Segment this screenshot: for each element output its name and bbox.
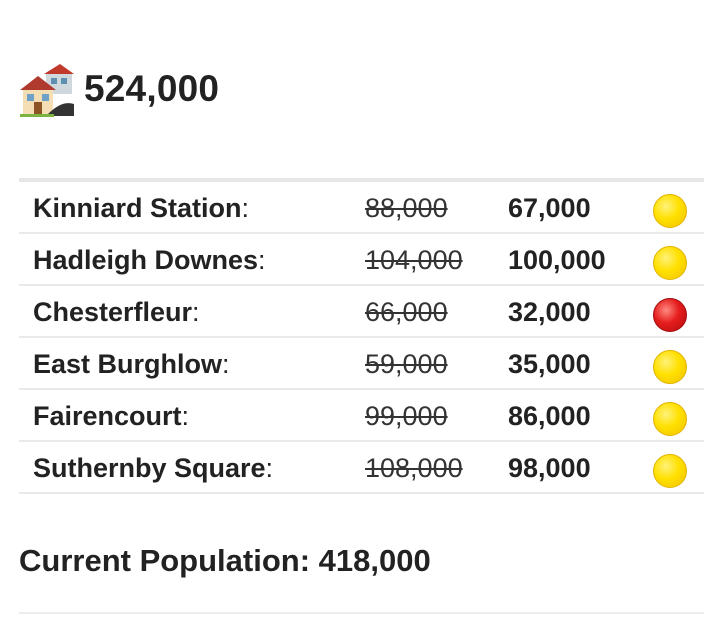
- total-population: 524,000: [84, 68, 220, 109]
- table-row: East Burghlow: 59,000 35,000: [19, 338, 704, 390]
- table-row: Kinniard Station: 88,000 67,000: [19, 182, 704, 234]
- current-population-summary: Current Population: 418,000: [19, 543, 431, 578]
- table-row: Suthernby Square: 108,000 98,000: [19, 442, 704, 494]
- current-population-value: 98,000: [508, 453, 591, 483]
- previous-population: 66,000: [365, 297, 448, 327]
- divider: [19, 612, 704, 614]
- current-population-value: 32,000: [508, 297, 591, 327]
- district-name: Hadleigh Downes:: [33, 245, 266, 275]
- table-row: Fairencourt: 99,000 86,000: [19, 390, 704, 442]
- previous-population: 88,000: [365, 193, 448, 223]
- district-name: Chesterfleur:: [33, 297, 200, 327]
- current-population-value: 100,000: [508, 245, 606, 275]
- district-name: Suthernby Square:: [33, 453, 274, 483]
- current-population-value: 35,000: [508, 349, 591, 379]
- yellow-circle-icon: [653, 194, 687, 228]
- district-name: East Burghlow:: [33, 349, 230, 379]
- current-population-value: 86,000: [508, 401, 591, 431]
- previous-population: 59,000: [365, 349, 448, 379]
- district-table: Kinniard Station: 88,000 67,000 Hadleigh…: [19, 178, 704, 494]
- district-name: Kinniard Station:: [33, 193, 250, 223]
- yellow-circle-icon: [653, 350, 687, 384]
- yellow-circle-icon: [653, 246, 687, 280]
- table-row: Chesterfleur: 66,000 32,000: [19, 286, 704, 338]
- current-population-value: 67,000: [508, 193, 591, 223]
- yellow-circle-icon: [653, 402, 687, 436]
- district-name: Fairencourt:: [33, 401, 190, 431]
- table-row: Hadleigh Downes: 104,000 100,000: [19, 234, 704, 286]
- header: 524,000: [18, 58, 219, 120]
- houses-icon: [18, 60, 76, 118]
- previous-population: 99,000: [365, 401, 448, 431]
- yellow-circle-icon: [653, 454, 687, 488]
- previous-population: 108,000: [365, 453, 463, 483]
- red-circle-icon: [653, 298, 687, 332]
- previous-population: 104,000: [365, 245, 463, 275]
